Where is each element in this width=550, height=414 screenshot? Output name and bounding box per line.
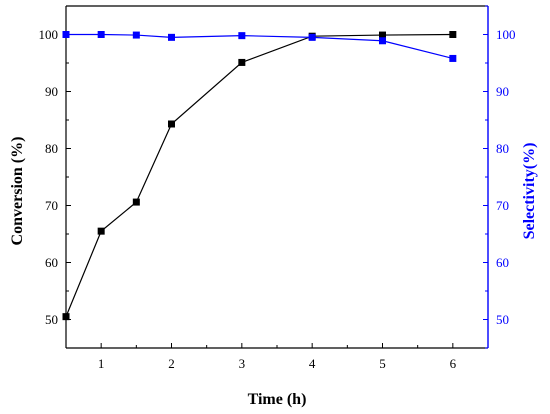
- left-y-tick-label: 70: [45, 198, 58, 213]
- conversion-line: [65, 33, 453, 317]
- left-y-tick-label: 90: [45, 84, 58, 99]
- conversion-point: [238, 58, 246, 66]
- left-y-axis-title: Conversion (%): [9, 137, 26, 246]
- x-tick-label: 4: [309, 356, 316, 371]
- selectivity-point: [308, 33, 316, 41]
- right-y-tick-label: 50: [496, 312, 509, 327]
- conversion-point: [379, 31, 386, 39]
- conversion-point: [168, 120, 175, 128]
- selectivity-line: [66, 33, 453, 60]
- right-y-tick-label: 80: [496, 141, 509, 156]
- conversion-point: [97, 227, 105, 235]
- selectivity-point: [379, 37, 386, 45]
- x-tick-label: 6: [450, 356, 457, 371]
- axis-ticks: 1 2 3 4 5 6 50 60 70 80 90 100 50 60 70 80 90 100: [39, 5, 516, 371]
- selectivity-point: [97, 31, 105, 38]
- plot-frame: [65, 5, 489, 349]
- right-y-tick-label: 100: [496, 27, 516, 42]
- selectivity-point: [168, 33, 175, 41]
- selectivity-point: [238, 32, 246, 40]
- conversion-point: [62, 313, 70, 321]
- x-tick-label: 5: [379, 356, 386, 371]
- x-tick-label: 3: [239, 356, 246, 371]
- left-y-tick-label: 50: [45, 312, 58, 327]
- selectivity-point: [449, 54, 457, 62]
- selectivity-point: [132, 31, 140, 39]
- right-y-tick-label: 90: [496, 84, 509, 99]
- right-y-tick-label: 70: [496, 198, 509, 213]
- x-axis-title: Time (h): [248, 391, 307, 408]
- selectivity-point: [62, 31, 70, 38]
- right-y-axis-title: Selectivity(%): [521, 143, 538, 240]
- x-tick-label: 1: [98, 356, 105, 371]
- right-y-tick-label: 60: [496, 255, 509, 270]
- left-y-tick-label: 80: [45, 141, 58, 156]
- conversion-point: [132, 198, 140, 206]
- left-y-tick-label: 100: [39, 27, 59, 42]
- conversion-point: [449, 31, 457, 38]
- left-y-tick-label: 60: [45, 255, 58, 270]
- data-series: [62, 31, 457, 321]
- x-tick-label: 2: [168, 356, 175, 371]
